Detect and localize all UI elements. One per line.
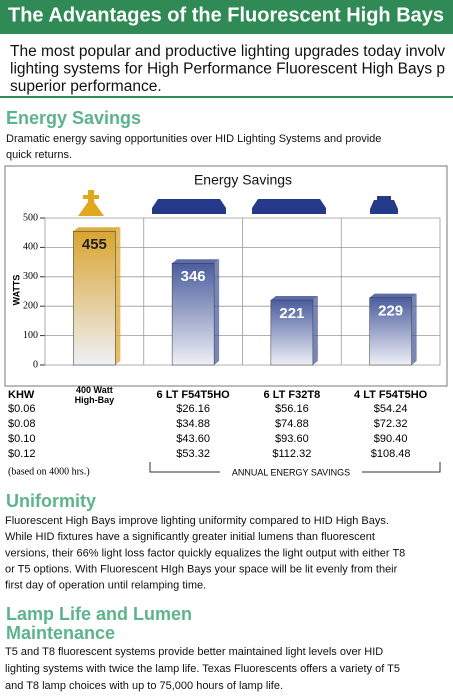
bracket bbox=[149, 462, 441, 473]
bar-side bbox=[115, 227, 121, 365]
intro: The most popular and productive lighting… bbox=[10, 43, 445, 95]
value-label: 455 bbox=[82, 236, 107, 253]
title-banner bbox=[0, 0, 453, 34]
chart: 0 100 200 300 400 500 455 400 Watt High-Bay 346 6 … bbox=[23, 212, 441, 405]
bar-side bbox=[214, 259, 220, 365]
section-heading: Uniformity bbox=[6, 491, 96, 511]
bar-side bbox=[312, 296, 318, 365]
table-header: KHW bbox=[8, 389, 35, 401]
lamp-text: T5 and T8 fluorescent systems provide be… bbox=[5, 646, 400, 692]
table-cell: $56.16 bbox=[275, 403, 309, 415]
page-title: The Advantages of the Fluorescent High B… bbox=[8, 4, 444, 26]
y-axis-label: WATTS bbox=[11, 275, 21, 306]
fixture-icons bbox=[78, 190, 398, 216]
table-cell: $34.88 bbox=[176, 418, 210, 430]
y-tick-label: 100 bbox=[23, 330, 38, 341]
text-line: first day of operation until relamping t… bbox=[5, 580, 206, 592]
text-line: Fluorescent High Bays improve lighting u… bbox=[5, 515, 389, 527]
savings-table: $0.06 $26.16 $56.16 $54.24 $0.08 $34.88 $74.88… bbox=[8, 403, 411, 460]
text-line: and T8 lamp choices with up to 75,000 ho… bbox=[5, 680, 283, 692]
text-line: superior performance. bbox=[10, 78, 162, 95]
energy-text: Dramatic energy saving opportunities ove… bbox=[6, 133, 381, 161]
bar bbox=[171, 263, 215, 366]
table-cell: $112.32 bbox=[272, 448, 311, 460]
y-tick-label: 300 bbox=[23, 271, 38, 282]
text-line: T5 and T8 fluorescent systems provide be… bbox=[5, 646, 383, 658]
label-part: 400 Watt bbox=[76, 385, 113, 395]
bar-top bbox=[73, 227, 121, 232]
chart-title: Energy Savings bbox=[194, 172, 292, 188]
text-line: The most popular and productive lighting… bbox=[10, 43, 445, 60]
y-tick-label: 500 bbox=[23, 212, 38, 223]
uniformity-text: Fluorescent High Bays improve lighting u… bbox=[5, 515, 405, 592]
text-line: While HID fixtures have a significantly … bbox=[5, 531, 375, 543]
x-tick-label: 6 LT F32T8 bbox=[264, 389, 321, 401]
table-cell: $0.10 bbox=[8, 433, 36, 445]
bar-top bbox=[172, 259, 220, 264]
bar-top bbox=[369, 293, 417, 298]
x-tick-label: 400 Watt High-Bay bbox=[75, 385, 115, 405]
table-caption: ANNUAL ENERGY SAVINGS bbox=[232, 467, 350, 477]
text-line: versions, their 66% light loss factor qu… bbox=[5, 547, 405, 559]
bar bbox=[73, 230, 116, 366]
table-cell: $26.16 bbox=[176, 403, 210, 415]
text-line: Dramatic energy saving opportunities ove… bbox=[6, 133, 381, 145]
table-cell: $90.40 bbox=[374, 433, 408, 445]
text-line: Lamp Life and Lumen bbox=[6, 604, 192, 624]
table-cell: $93.60 bbox=[275, 433, 309, 445]
bar-side bbox=[411, 293, 417, 365]
text-line: lighting systems for High Performance Fl… bbox=[10, 61, 445, 78]
table-cell: $108.48 bbox=[371, 448, 411, 460]
y-tick-label: 200 bbox=[23, 300, 38, 311]
value-label: 221 bbox=[279, 305, 304, 322]
table-cell: $0.12 bbox=[8, 448, 36, 460]
section-heading: Energy Savings bbox=[6, 108, 141, 128]
table-cell: $43.60 bbox=[176, 433, 210, 445]
value-label: 229 bbox=[378, 303, 403, 320]
label-part: High-Bay bbox=[75, 395, 115, 405]
table-cell: $54.24 bbox=[374, 403, 408, 415]
bar bbox=[369, 297, 412, 366]
table-cell: $0.06 bbox=[8, 403, 36, 415]
y-tick-label: 400 bbox=[23, 242, 38, 253]
table-cell: $0.08 bbox=[8, 418, 36, 430]
table-note: (based on 4000 hrs.) bbox=[8, 466, 90, 477]
y-tick-label: 0 bbox=[33, 359, 38, 370]
text-line: or T5 options. With Fluorescent HIgh Bay… bbox=[5, 564, 398, 576]
x-tick-label: 4 LT F54T5HO bbox=[354, 389, 428, 401]
table-cell: $72.32 bbox=[374, 418, 408, 430]
table-cell: $74.88 bbox=[275, 418, 309, 430]
text-line: quick returns. bbox=[6, 149, 72, 161]
text-line: Maintenance bbox=[6, 623, 115, 643]
table-cell: $53.32 bbox=[176, 448, 210, 460]
bar-top bbox=[270, 296, 318, 301]
text-line: lighting systems with twice the lamp lif… bbox=[5, 663, 400, 675]
x-tick-label: 6 LT F54T5HO bbox=[157, 389, 231, 401]
value-label: 346 bbox=[181, 268, 206, 285]
bar bbox=[270, 299, 314, 366]
